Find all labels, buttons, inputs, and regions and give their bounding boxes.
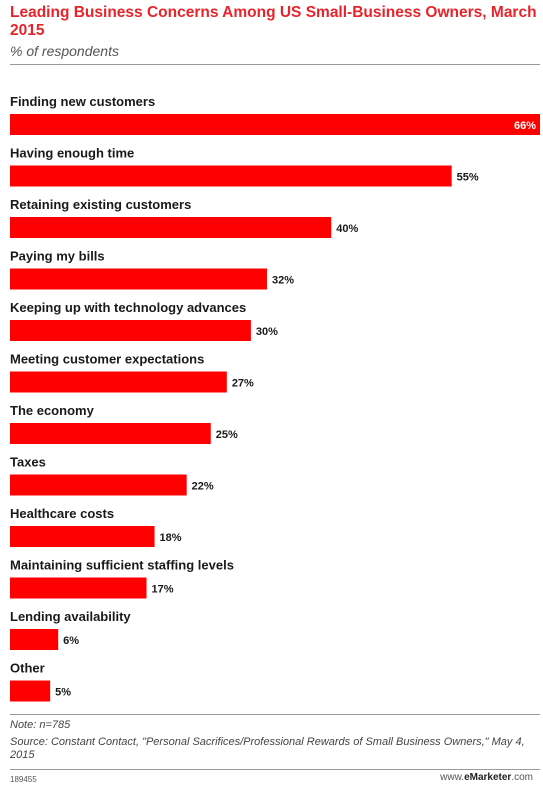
bar bbox=[10, 474, 187, 496]
value-label: 17% bbox=[152, 584, 174, 596]
source-text: Source: Constant Contact, "Personal Sacr… bbox=[10, 736, 525, 761]
bottom-divider bbox=[10, 769, 540, 770]
brand-suffix: .com bbox=[511, 772, 533, 783]
category-label: Paying my bills bbox=[10, 249, 105, 264]
value-label: 18% bbox=[160, 532, 182, 544]
bar bbox=[10, 114, 540, 135]
footer-divider bbox=[10, 714, 540, 715]
note-text: Note: n=785 bbox=[10, 719, 71, 731]
bar bbox=[10, 320, 251, 341]
value-label: 40% bbox=[336, 223, 358, 235]
category-label: Retaining existing customers bbox=[10, 197, 191, 212]
brand-prefix: www. bbox=[440, 772, 465, 783]
bar-chart: Finding new customers 66% Having enough ti… bbox=[10, 94, 540, 702]
bar bbox=[10, 268, 267, 290]
bar bbox=[10, 629, 59, 650]
bar bbox=[10, 165, 452, 187]
value-label: 22% bbox=[192, 481, 214, 493]
bar bbox=[10, 371, 227, 393]
value-label: 25% bbox=[216, 429, 238, 441]
value-label: 5% bbox=[55, 687, 71, 699]
category-label: Finding new customers bbox=[10, 94, 155, 109]
bar bbox=[10, 217, 332, 238]
chart-id-code: 189455 bbox=[10, 775, 37, 784]
brand-name: eMarketer bbox=[464, 772, 512, 783]
bar bbox=[10, 680, 51, 702]
bar bbox=[10, 526, 155, 547]
chart-subtitle: % of respondents bbox=[10, 43, 119, 59]
value-label: 55% bbox=[457, 172, 479, 184]
value-label: 30% bbox=[256, 326, 278, 338]
value-label: 27% bbox=[232, 378, 254, 390]
value-label: 32% bbox=[272, 275, 294, 287]
chart-title: Leading Business Concerns Among US Small… bbox=[10, 4, 537, 39]
brand-logo: www.eMarketer.com bbox=[440, 772, 533, 783]
category-label: Maintaining sufficient staffing levels bbox=[10, 558, 234, 573]
category-label: Lending availability bbox=[10, 609, 131, 624]
category-label: Having enough time bbox=[10, 146, 134, 161]
category-label: The economy bbox=[10, 403, 95, 418]
category-label: Meeting customer expectations bbox=[10, 352, 204, 367]
value-label: 6% bbox=[63, 635, 79, 647]
bar bbox=[10, 423, 211, 444]
bar bbox=[10, 577, 147, 599]
category-label: Keeping up with technology advances bbox=[10, 300, 246, 315]
category-label: Other bbox=[10, 661, 45, 676]
value-label: 66% bbox=[514, 120, 536, 132]
category-label: Healthcare costs bbox=[10, 506, 114, 521]
category-label: Taxes bbox=[10, 455, 46, 470]
header-divider bbox=[10, 64, 540, 65]
